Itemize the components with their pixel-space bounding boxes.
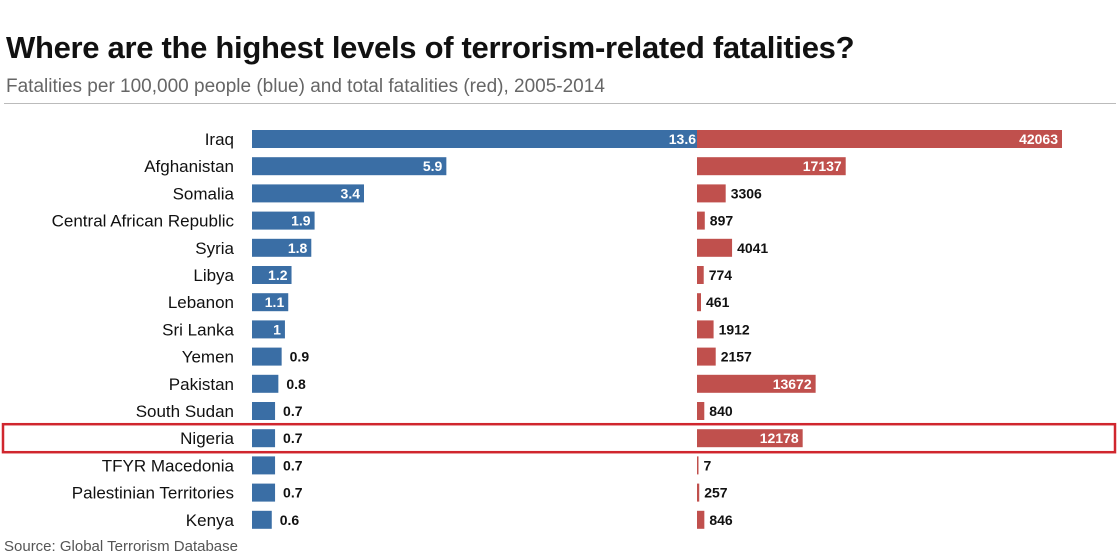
red-bar xyxy=(697,510,705,529)
blue-data-label: 1.9 xyxy=(291,213,311,229)
blue-data-label: 0.8 xyxy=(286,376,306,392)
red-data-label: 17137 xyxy=(803,158,842,174)
blue-data-label: 0.9 xyxy=(290,349,310,365)
red-bar xyxy=(697,374,816,393)
red-data-label: 461 xyxy=(706,294,730,310)
red-bar xyxy=(697,347,716,366)
blue-data-label: 3.4 xyxy=(341,185,361,201)
divider xyxy=(4,103,1116,104)
blue-data-label: 1.2 xyxy=(268,267,288,283)
category-label: Afghanistan xyxy=(144,157,234,176)
category-label: Palestinian Territories xyxy=(72,484,234,503)
category-label: Yemen xyxy=(182,348,234,367)
blue-bar xyxy=(252,157,447,176)
red-data-label: 774 xyxy=(709,267,733,283)
red-data-label: 7 xyxy=(704,457,712,473)
blue-bar xyxy=(252,320,285,339)
red-bar xyxy=(697,402,705,420)
blue-bar xyxy=(252,347,282,366)
category-label: Kenya xyxy=(186,511,235,530)
red-bar xyxy=(697,211,705,230)
category-label: Libya xyxy=(193,266,234,285)
blue-bar xyxy=(252,456,276,475)
blue-bar xyxy=(252,130,700,148)
red-bar xyxy=(697,184,726,203)
red-bar xyxy=(697,456,699,475)
red-data-label: 840 xyxy=(709,403,733,419)
blue-bar xyxy=(252,483,276,502)
category-label: Sri Lanka xyxy=(162,320,234,339)
red-data-label: 3306 xyxy=(731,185,762,201)
blue-data-label: 1.1 xyxy=(265,294,285,310)
blue-data-label: 0.7 xyxy=(283,403,303,419)
category-label: Nigeria xyxy=(180,429,234,448)
red-data-label: 13672 xyxy=(773,376,812,392)
category-label: South Sudan xyxy=(136,402,234,421)
blue-bar xyxy=(252,374,279,393)
red-data-label: 4041 xyxy=(737,240,768,256)
highlight-box xyxy=(1,422,1117,454)
category-label: Syria xyxy=(195,239,234,258)
red-bar xyxy=(697,293,702,312)
blue-data-label: 1 xyxy=(273,321,281,337)
blue-bar xyxy=(252,510,272,529)
blue-bar xyxy=(252,266,292,284)
red-data-label: 1912 xyxy=(719,321,750,337)
blue-bar xyxy=(252,293,289,312)
chart-subtitle: Fatalities per 100,000 people (blue) and… xyxy=(6,76,605,97)
red-bar xyxy=(697,483,700,502)
red-data-label: 897 xyxy=(710,213,734,229)
chart-title: Where are the highest levels of terroris… xyxy=(6,30,855,65)
category-label: Somalia xyxy=(173,184,235,203)
blue-data-label: 0.6 xyxy=(280,512,300,528)
category-label: TFYR Macedonia xyxy=(102,456,235,475)
blue-data-label: 1.8 xyxy=(288,240,308,256)
category-label: Central African Republic xyxy=(52,212,235,231)
red-data-label: 12178 xyxy=(760,430,799,446)
blue-data-label: 0.7 xyxy=(283,430,303,446)
blue-data-label: 13.6 xyxy=(669,131,696,147)
category-label: Pakistan xyxy=(169,375,234,394)
blue-bar xyxy=(252,184,364,203)
source-note: Source: Global Terrorism Database xyxy=(4,538,238,555)
red-data-label: 2157 xyxy=(721,349,752,365)
blue-bar xyxy=(252,429,276,448)
blue-data-label: 0.7 xyxy=(283,485,303,501)
blue-data-label: 0.7 xyxy=(283,457,303,473)
red-data-label: 42063 xyxy=(1019,131,1058,147)
blue-bar xyxy=(252,211,315,230)
red-bar xyxy=(697,157,846,176)
red-bar xyxy=(697,429,803,448)
category-label: Lebanon xyxy=(168,293,234,312)
red-bar xyxy=(697,130,1062,148)
red-data-label: 257 xyxy=(704,485,728,501)
blue-data-label: 5.9 xyxy=(423,158,443,174)
blue-bar xyxy=(252,402,276,420)
red-bar xyxy=(697,266,704,284)
blue-bar xyxy=(252,238,312,257)
red-bar xyxy=(697,238,733,257)
red-bar xyxy=(697,320,714,339)
red-data-label: 846 xyxy=(709,512,733,528)
category-label: Iraq xyxy=(205,130,234,149)
